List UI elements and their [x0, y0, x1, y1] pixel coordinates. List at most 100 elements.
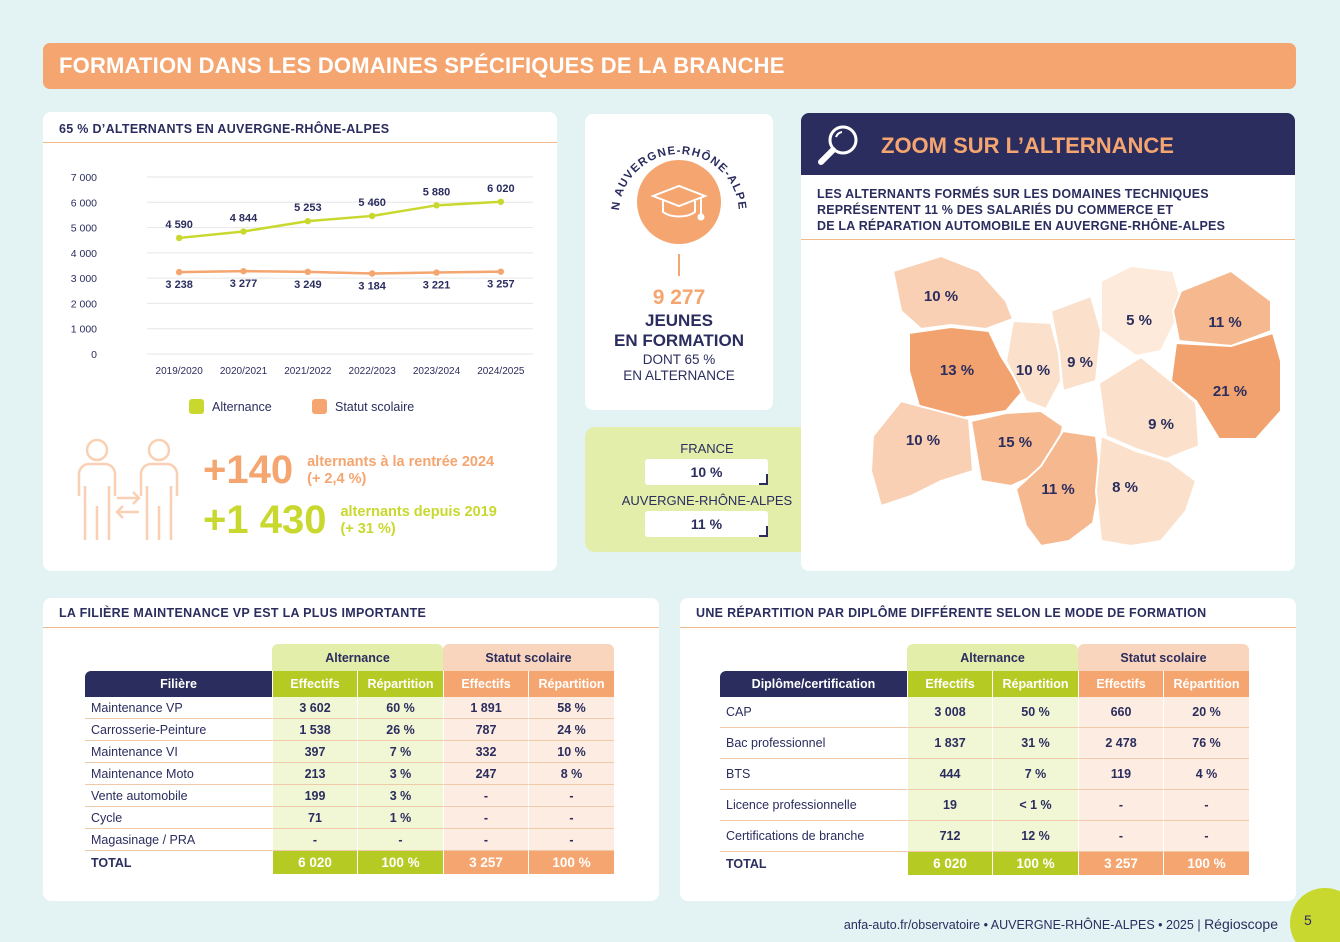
col-header: Effectifs [1078, 671, 1163, 697]
filiere-table-card: LA FILIÈRE MAINTENANCE VP EST LA PLUS IM… [43, 598, 659, 901]
col-header: Filière [85, 671, 272, 697]
cell-value: 213 [272, 763, 357, 785]
group-statut: Statut scolaire [1078, 644, 1249, 671]
stat-rentree-desc: alternants à la rentrée 2024 (+ 2,4 %) [307, 454, 494, 488]
cell-value: 71 [272, 807, 357, 829]
row-label: Maintenance Moto [85, 763, 272, 785]
y-tick-label: 5 000 [71, 223, 97, 235]
cell-value: - [443, 807, 528, 829]
youth-line4: EN ALTERNANCE [623, 368, 735, 383]
dept-isere [1097, 355, 1201, 461]
y-tick-label: 1 000 [71, 324, 97, 336]
data-point [497, 268, 505, 275]
cell-value: 332 [443, 741, 528, 763]
dept-value: 15 % [998, 434, 1032, 451]
cell-value: - [357, 829, 443, 851]
dept-value: 9 % [1148, 416, 1174, 433]
total-value: 100 % [1163, 852, 1249, 875]
stat-rentree-desc2: (+ 2,4 %) [307, 470, 367, 487]
total-row: TOTAL 6 020 100 % 3 257 100 % [720, 852, 1249, 875]
region-map: 10 % 13 % 10 % 9 % 5 % 11 % 21 % 9 % 10 … [869, 254, 1282, 548]
data-point [240, 228, 247, 235]
dept-loire [1004, 319, 1063, 411]
page-number: 5 [1304, 912, 1312, 928]
col-header: Effectifs [443, 671, 528, 697]
cell-value: - [528, 829, 614, 851]
total-value: 100 % [357, 851, 443, 874]
total-value: 6 020 [907, 852, 992, 875]
region-label: AUVERGNE-RHÔNE-ALPES [621, 493, 793, 508]
col-header: Effectifs [272, 671, 357, 697]
dept-value: 11 % [1041, 481, 1074, 498]
row-label: Maintenance VI [85, 741, 272, 763]
data-label: 5 880 [423, 186, 451, 198]
total-value: 100 % [992, 852, 1078, 875]
page-number-badge: 5 [1290, 888, 1340, 942]
badge-circle [637, 160, 721, 244]
youth-summary-card: EN AUVERGNE-RHÔNE-ALPES 9 277 JEUNES EN … [585, 114, 773, 410]
cell-value: 19 [907, 790, 992, 821]
y-tick-label: 6 000 [71, 197, 97, 209]
data-point [240, 267, 247, 275]
dept-value: 5 % [1126, 312, 1152, 329]
table-row: CAP 3 008 50 % 660 20 % [720, 697, 1249, 728]
total-value: 3 257 [443, 851, 528, 874]
diplome-table: Alternance Statut scolaire Diplôme/certi… [720, 644, 1249, 875]
row-label: Bac professionnel [720, 728, 907, 759]
youth-count: 9 277 [652, 286, 706, 309]
cell-value: 58 % [528, 697, 614, 719]
divider [680, 627, 1296, 628]
zoom-description: LES ALTERNANTS FORMÉS SUR LES DOMAINES T… [817, 186, 1225, 234]
youth-line1: JEUNES [644, 311, 714, 330]
x-tick-label: 2022/2023 [349, 366, 397, 377]
stat-depuis-number: +1 430 [203, 498, 327, 542]
cell-value: - [528, 785, 614, 807]
cell-value: - [272, 829, 357, 851]
divider [43, 142, 557, 143]
dept-haute-savoie [1171, 269, 1272, 348]
cell-value: 1 891 [443, 697, 528, 719]
data-point [175, 234, 183, 242]
cell-value: 50 % [992, 697, 1078, 728]
series-line-0 [179, 200, 501, 240]
diplome-table-card: UNE RÉPARTITION PAR DIPLÔME DIFFÉRENTE S… [680, 598, 1296, 901]
dept-value: 10 % [1016, 362, 1050, 379]
x-tick-label: 2023/2024 [413, 366, 461, 377]
total-value: 6 020 [272, 851, 357, 874]
stat-depuis-2019: +1 430 alternants depuis 2019 (+ 31 %) [203, 498, 497, 543]
x-tick-label: 2024/2025 [477, 366, 525, 377]
dept-value: 9 % [1067, 354, 1093, 371]
region-value: 11 % [645, 511, 768, 537]
legend-label-alternance: Alternance [212, 399, 272, 414]
cell-value: - [1163, 821, 1249, 852]
cell-value: 20 % [1163, 697, 1249, 728]
cell-value: 1 538 [272, 719, 357, 741]
cell-value: 660 [1078, 697, 1163, 728]
cell-value: - [1163, 790, 1249, 821]
chart-card: 65 % D’ALTERNANTS EN AUVERGNE-RHÔNE-ALPE… [43, 112, 557, 571]
magnifier-icon [818, 125, 858, 165]
legend-swatch-statut [312, 399, 327, 414]
cell-value: 24 % [528, 719, 614, 741]
table-row: Maintenance VI 397 7 % 332 10 % [85, 741, 614, 763]
row-label: CAP [720, 697, 907, 728]
dept-value: 21 % [1213, 383, 1247, 400]
stat-rentree: +140 alternants à la rentrée 2024 (+ 2,4… [203, 448, 494, 493]
data-point [175, 268, 183, 276]
stat-depuis-desc2: (+ 31 %) [340, 520, 396, 537]
zoom-desc-line3: DE LA RÉPARATION AUTOMOBILE EN AUVERGNE-… [817, 219, 1226, 233]
data-label: 5 460 [358, 197, 386, 209]
series-line-1 [179, 269, 501, 275]
legend-alternance: Alternance [189, 399, 272, 414]
cell-value: - [1078, 821, 1163, 852]
stat-depuis-desc1: alternants depuis 2019 [340, 503, 497, 520]
cell-value: 199 [272, 785, 357, 807]
cell-value: - [528, 807, 614, 829]
data-point [304, 268, 312, 276]
group-alternance: Alternance [907, 644, 1078, 671]
zoom-title: ZOOM SUR L’ALTERNANCE [881, 133, 1174, 158]
legend-statut: Statut scolaire [312, 399, 414, 414]
table-row: Vente automobile 199 3 % - - [85, 785, 614, 807]
zoom-desc-line2: REPRÉSENTENT 11 % DES SALARIÉS DU COMMER… [817, 203, 1174, 217]
footer-url[interactable]: anfa-auto.fr/observatoire [843, 918, 981, 932]
